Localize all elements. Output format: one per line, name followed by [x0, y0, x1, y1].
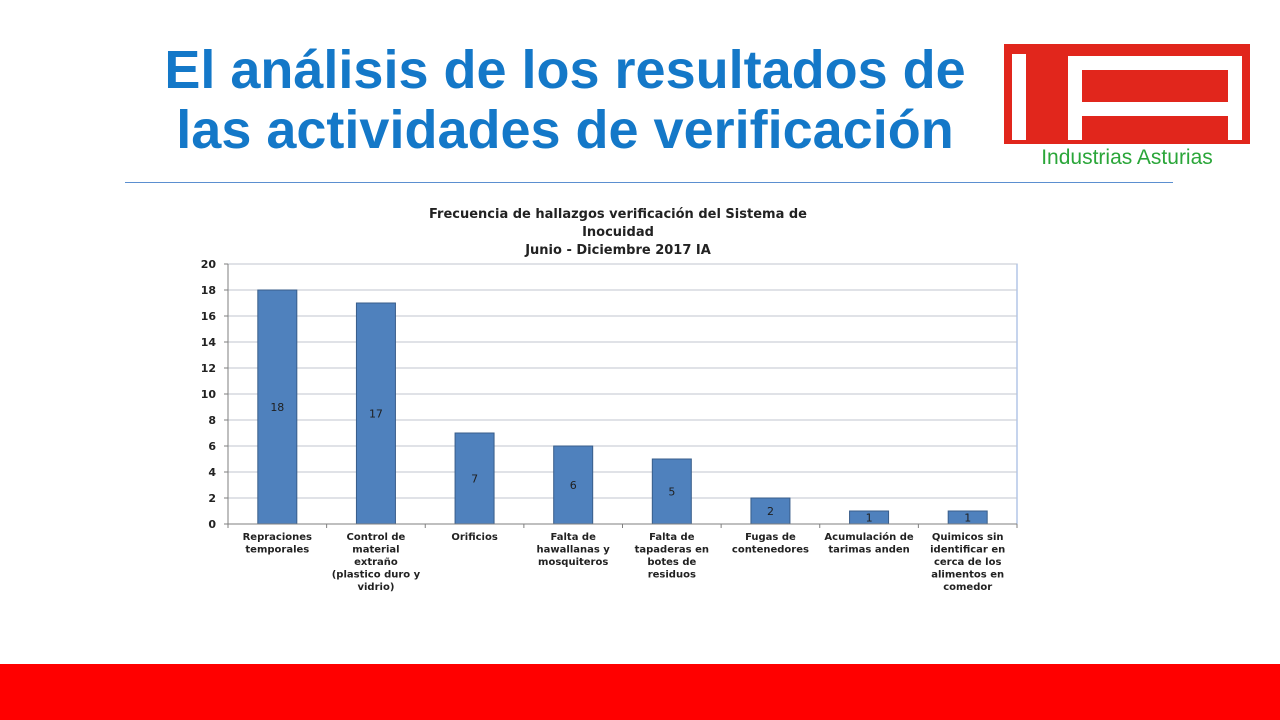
- x-tick-label: Quimicos sin identificar en cerca de los al…: [930, 532, 1005, 593]
- y-tick-label: 2: [208, 492, 216, 505]
- bar: [355, 302, 396, 525]
- logo-letter-a-bar: [1082, 102, 1242, 116]
- chart-x-axis: Repraciones temporales Control de material e…: [227, 523, 1018, 593]
- x-tick-label: Falta de tapaderas en botes de residuos: [635, 532, 709, 581]
- slide-title: El análisis de los resultados de las act…: [60, 40, 1070, 160]
- chart-bars: 18 17 7 6 5 2 1 1: [257, 289, 988, 525]
- y-tick-label: 18: [201, 284, 216, 297]
- x-tick-label: Fugas de contenedores: [732, 532, 809, 556]
- logo-company-name: Industrias Asturias: [1041, 146, 1213, 169]
- x-tick-label: Control de material extraño (plastico duro …: [332, 532, 421, 593]
- x-tick-label: Repraciones temporales: [243, 532, 312, 556]
- chart-title: Frecuencia de hallazgos verificación del…: [429, 207, 807, 258]
- bar-chart: Frecuencia de hallazgos verificación del…: [201, 207, 1018, 593]
- y-tick-label: 12: [201, 362, 216, 375]
- chart-title-line: Frecuencia de hallazgos verificación del…: [429, 207, 807, 222]
- y-tick-label: 14: [201, 336, 217, 349]
- bar: [651, 458, 692, 525]
- bar-data-label: 17: [369, 408, 383, 421]
- y-tick-label: 8: [208, 414, 216, 427]
- logo-letter-a-left: [1068, 70, 1082, 140]
- chart-gridlines: [227, 263, 1018, 525]
- y-tick-label: 4: [208, 466, 216, 479]
- bar: [750, 497, 791, 525]
- bar-data-label: 7: [471, 473, 478, 486]
- chart-y-axis: 0 2 4 6 8 10 12 14 16 18 20: [201, 258, 229, 531]
- y-tick-label: 16: [201, 310, 217, 323]
- y-tick-label: 10: [201, 388, 217, 401]
- y-tick-label: 20: [201, 258, 217, 271]
- bar-data-label: 1: [866, 512, 873, 525]
- bar-data-label: 1: [964, 512, 971, 525]
- bar-data-label: 18: [270, 401, 284, 414]
- bar-data-label: 5: [668, 486, 675, 499]
- x-tick-label: Orificios: [451, 532, 497, 543]
- y-tick-label: 0: [208, 518, 216, 531]
- slide-title-line-1: El análisis de los resultados de: [164, 40, 966, 100]
- chart-title-line: Inocuidad: [582, 225, 654, 240]
- footer-bar: [0, 664, 1280, 720]
- x-tick-label: Acumulación de tarimas anden: [824, 531, 913, 556]
- logo-letter-a-right: [1228, 70, 1242, 140]
- bar-data-label: 6: [570, 479, 577, 492]
- slide-title-line-2: las actividades de verificación: [176, 100, 954, 160]
- bar: [553, 445, 594, 525]
- bar-data-label: 2: [767, 505, 774, 518]
- logo-letter-i: [1012, 54, 1026, 140]
- bar: [454, 432, 495, 525]
- bar: [257, 289, 298, 525]
- ia-logo-icon: [1004, 44, 1250, 144]
- logo-letter-a-top: [1068, 56, 1242, 70]
- x-tick-label: Falta de hawallanas y mosquiteros: [537, 532, 611, 568]
- title-divider: [125, 182, 1173, 183]
- company-logo: Industrias Asturias: [1004, 44, 1250, 172]
- chart-title-line: Junio - Diciembre 2017 IA: [524, 243, 711, 258]
- y-tick-label: 6: [208, 440, 216, 453]
